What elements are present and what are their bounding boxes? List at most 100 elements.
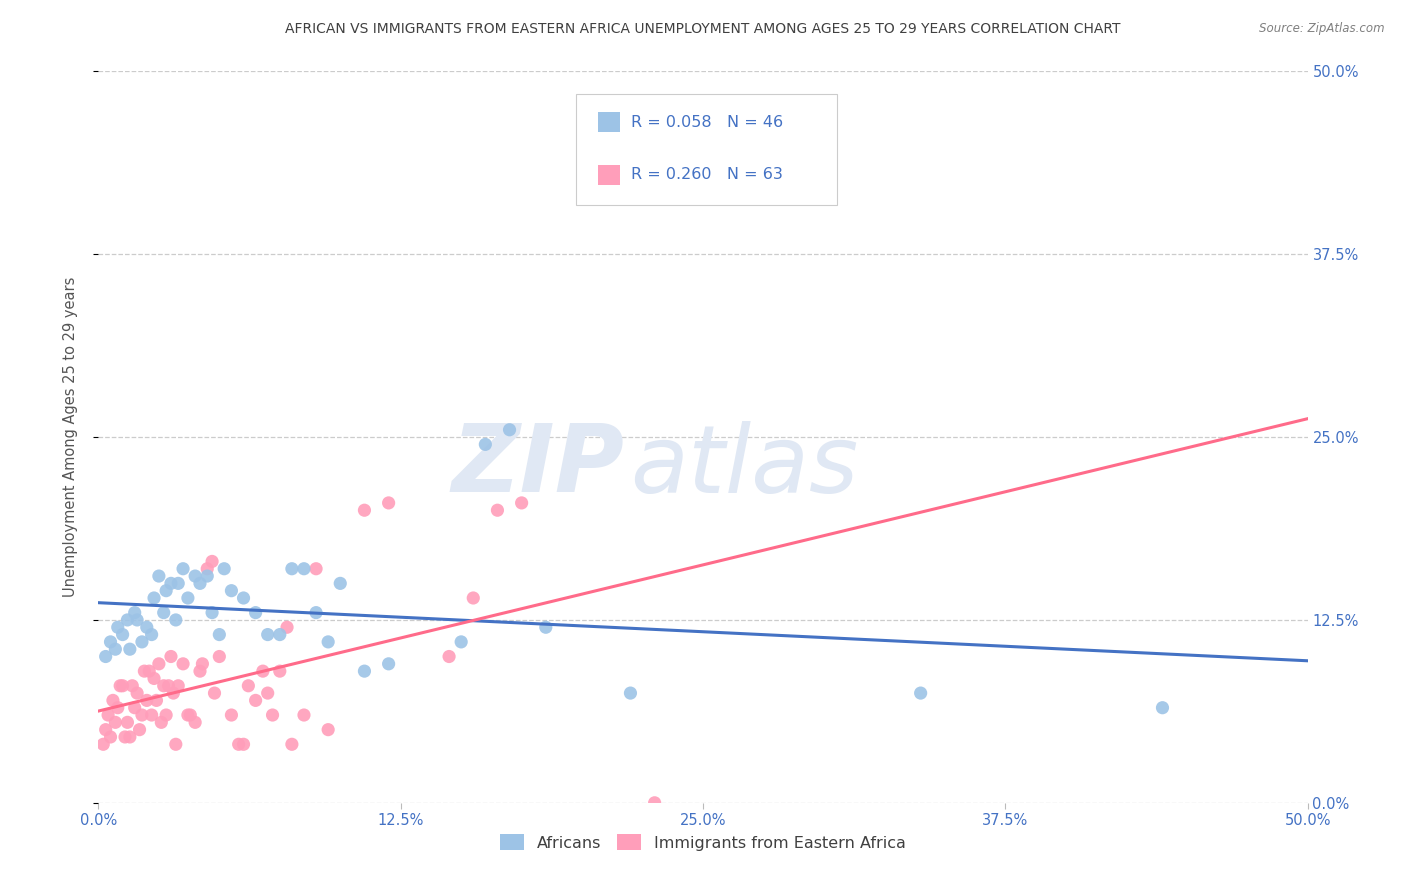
Point	[91, 737, 114, 751]
Point	[208, 627, 231, 641]
Point	[377, 496, 399, 510]
Point	[111, 679, 134, 693]
Point	[155, 708, 177, 723]
Point	[162, 686, 184, 700]
Point	[152, 606, 174, 620]
Point	[118, 642, 141, 657]
Point	[124, 606, 146, 620]
Point	[188, 576, 211, 591]
Point	[316, 635, 339, 649]
Point	[534, 620, 557, 634]
Point	[118, 730, 141, 744]
Point	[107, 620, 129, 634]
Point	[498, 423, 520, 437]
Point	[148, 657, 170, 671]
Point	[201, 606, 224, 620]
Point	[107, 700, 129, 714]
Point	[188, 664, 211, 678]
Point	[145, 693, 167, 707]
Point	[281, 562, 304, 576]
Point	[100, 730, 122, 744]
Point	[150, 715, 173, 730]
Point	[221, 583, 243, 598]
Point	[377, 657, 399, 671]
Point	[148, 569, 170, 583]
Point	[212, 562, 235, 576]
Point	[353, 503, 375, 517]
Point	[127, 613, 149, 627]
Point	[195, 562, 218, 576]
Point	[127, 686, 149, 700]
Point	[97, 708, 120, 723]
Point	[94, 723, 117, 737]
Text: R = 0.260   N = 63: R = 0.260 N = 63	[631, 168, 783, 182]
Point	[160, 649, 183, 664]
Point	[245, 606, 267, 620]
Point	[269, 664, 291, 678]
Point	[100, 635, 122, 649]
Point	[138, 664, 160, 678]
Point	[262, 708, 284, 723]
Point	[101, 693, 124, 707]
Point	[619, 686, 641, 700]
Point	[510, 496, 533, 510]
Point	[208, 649, 231, 664]
Text: AFRICAN VS IMMIGRANTS FROM EASTERN AFRICA UNEMPLOYMENT AMONG AGES 25 TO 29 YEARS: AFRICAN VS IMMIGRANTS FROM EASTERN AFRIC…	[285, 22, 1121, 37]
Point	[177, 708, 200, 723]
Point	[167, 679, 190, 693]
Point	[131, 635, 153, 649]
Text: R = 0.058   N = 46: R = 0.058 N = 46	[631, 115, 783, 129]
Point	[252, 664, 274, 678]
Y-axis label: Unemployment Among Ages 25 to 29 years: Unemployment Among Ages 25 to 29 years	[63, 277, 77, 598]
Point	[114, 730, 136, 744]
Point	[474, 437, 496, 451]
Point	[117, 715, 139, 730]
Point	[329, 576, 352, 591]
Point	[269, 627, 291, 641]
Point	[228, 737, 250, 751]
Point	[238, 679, 260, 693]
Point	[143, 672, 166, 686]
Point	[644, 796, 666, 810]
Point	[128, 723, 150, 737]
Point	[450, 635, 472, 649]
Point	[104, 642, 127, 657]
Point	[184, 569, 207, 583]
Point	[141, 708, 163, 723]
Point	[117, 613, 139, 627]
Point	[155, 583, 177, 598]
Point	[437, 649, 460, 664]
Point	[104, 715, 127, 730]
Point	[121, 679, 143, 693]
Point	[204, 686, 226, 700]
Point	[165, 737, 187, 751]
Point	[124, 700, 146, 714]
Point	[292, 562, 315, 576]
Text: ZIP: ZIP	[451, 420, 624, 512]
Point	[135, 693, 157, 707]
Point	[232, 737, 254, 751]
Point	[172, 562, 194, 576]
Point	[281, 737, 304, 751]
Point	[131, 708, 153, 723]
Point	[256, 627, 278, 641]
Point	[276, 620, 298, 634]
Point	[160, 576, 183, 591]
Text: Source: ZipAtlas.com: Source: ZipAtlas.com	[1260, 22, 1385, 36]
Point	[353, 664, 375, 678]
Point	[221, 708, 243, 723]
Point	[165, 613, 187, 627]
Point	[177, 591, 200, 605]
Point	[292, 708, 315, 723]
Point	[141, 627, 163, 641]
Point	[245, 693, 267, 707]
Point	[184, 715, 207, 730]
Point	[143, 591, 166, 605]
Legend: Africans, Immigrants from Eastern Africa: Africans, Immigrants from Eastern Africa	[494, 828, 912, 857]
Point	[172, 657, 194, 671]
Point	[195, 569, 218, 583]
Point	[111, 627, 134, 641]
Point	[167, 576, 190, 591]
Point	[179, 708, 201, 723]
Point	[910, 686, 932, 700]
